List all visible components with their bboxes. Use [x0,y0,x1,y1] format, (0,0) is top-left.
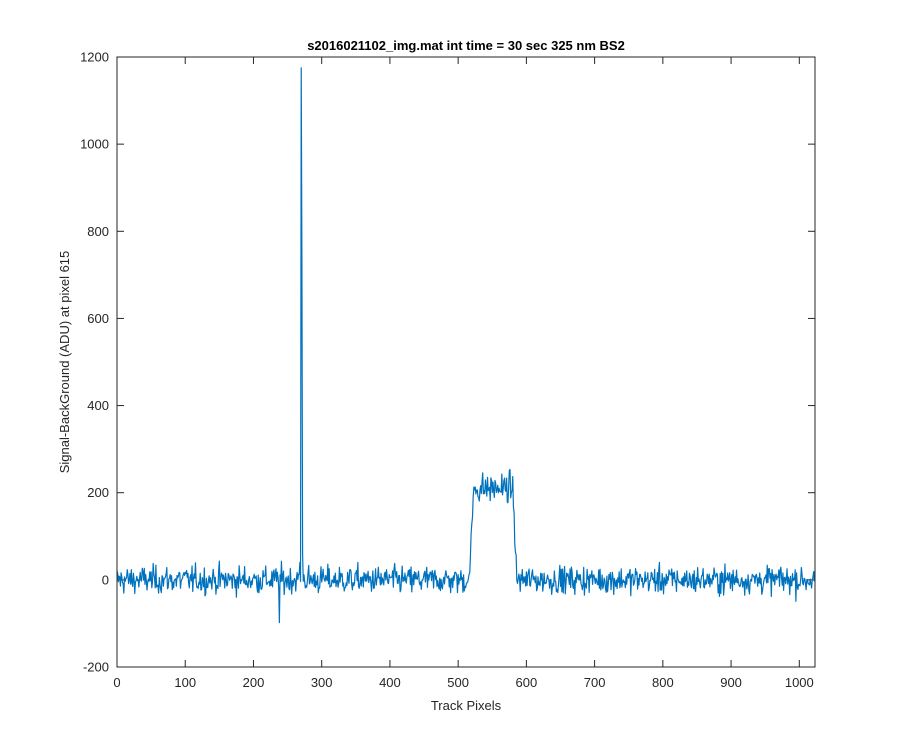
x-tick-label: 400 [379,675,401,690]
y-tick-label: 400 [87,398,109,413]
chart-title: s2016021102_img.mat int time = 30 sec 32… [307,38,625,53]
x-tick-label: 200 [243,675,265,690]
x-axis-title: Track Pixels [431,698,502,713]
x-tick-label: 900 [720,675,742,690]
ticks [116,56,815,668]
tick-labels: 0 100 200 300 400 500 600 700 800 900 1000 -200 0 200… [80,50,814,691]
y-tick-label: 1200 [80,50,109,65]
y-axis-title: Signal-BackGround (ADU) at pixel 615 [57,251,72,474]
x-tick-label: 500 [447,675,469,690]
x-tick-label: 100 [174,675,196,690]
y-tick-label: -200 [83,660,109,675]
plot-area [117,57,815,667]
x-tick-label: 0 [113,675,120,690]
x-tick-label: 300 [311,675,333,690]
x-tick-label: 1000 [785,675,814,690]
y-tick-label: 200 [87,485,109,500]
y-tick-label: 800 [87,224,109,239]
y-tick-label: 600 [87,311,109,326]
axes-box [116,56,816,668]
y-tick-label: 1000 [80,137,109,152]
x-tick-label: 700 [584,675,606,690]
x-tick-label: 800 [652,675,674,690]
y-tick-label: 0 [102,572,109,587]
series-line [116,67,816,624]
x-tick-label: 600 [516,675,538,690]
